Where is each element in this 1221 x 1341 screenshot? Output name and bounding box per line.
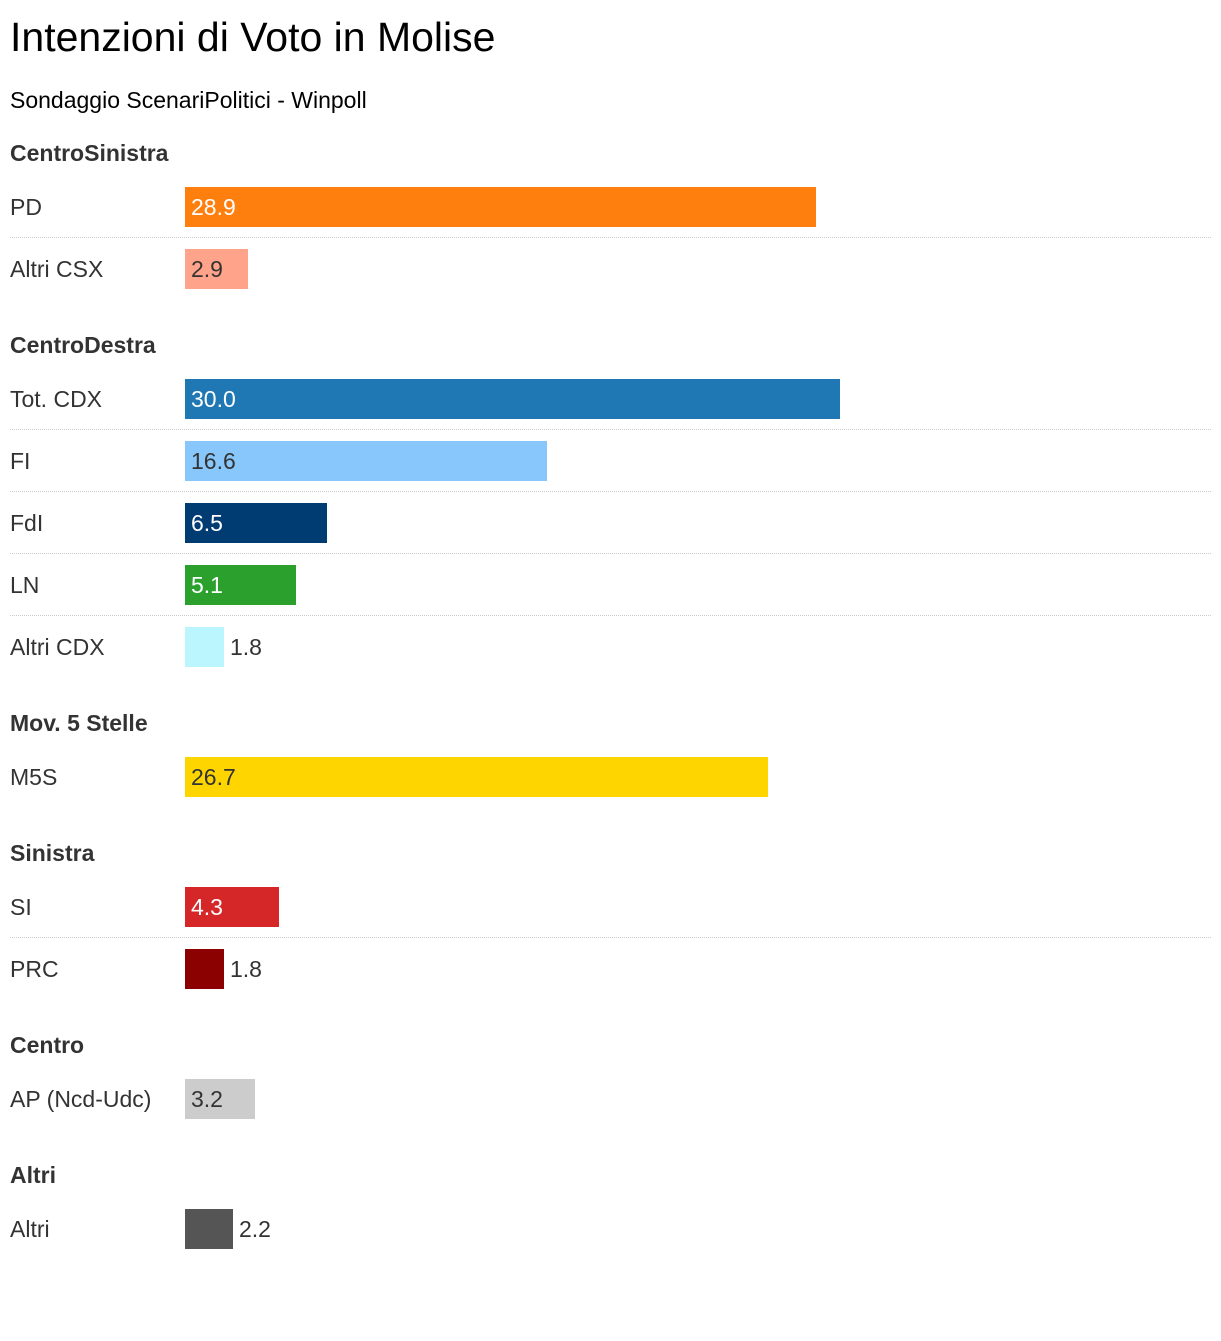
row-label: Altri xyxy=(10,1216,50,1242)
group-label: CentroSinistra xyxy=(10,140,169,166)
value-label: 26.7 xyxy=(191,764,236,790)
row-separator xyxy=(10,237,1211,238)
value-label: 2.2 xyxy=(239,1216,271,1242)
bar xyxy=(185,503,327,543)
row-label: LN xyxy=(10,572,40,598)
bar xyxy=(185,887,279,927)
row-label: PD xyxy=(10,194,42,220)
value-label: 28.9 xyxy=(191,194,236,220)
group-label: Altri xyxy=(10,1162,56,1188)
bar xyxy=(185,379,840,419)
value-label: 1.8 xyxy=(230,634,262,660)
row-separator xyxy=(10,553,1211,554)
bar xyxy=(185,949,224,989)
value-label: 6.5 xyxy=(191,510,223,536)
bar xyxy=(185,627,224,667)
chart-title: Intenzioni di Voto in Molise xyxy=(10,14,496,60)
bar xyxy=(185,757,768,797)
group-label: CentroDestra xyxy=(10,332,156,358)
value-label: 3.2 xyxy=(191,1086,223,1112)
value-label: 4.3 xyxy=(191,894,223,920)
bar xyxy=(185,249,248,289)
row-label: Altri CDX xyxy=(10,634,105,660)
group-label: Centro xyxy=(10,1032,85,1058)
bar xyxy=(185,1209,233,1249)
row-label: Tot. CDX xyxy=(10,386,103,412)
row-label: FdI xyxy=(10,510,44,536)
bar xyxy=(185,565,296,605)
value-label: 5.1 xyxy=(191,572,223,598)
row-separator xyxy=(10,429,1211,430)
group-label: Mov. 5 Stelle xyxy=(10,710,148,736)
row-label: AP (Ncd-Udc) xyxy=(10,1086,152,1112)
bar xyxy=(185,1079,255,1119)
row-label: SI xyxy=(10,894,32,920)
row-separator xyxy=(10,615,1211,616)
group-label: Sinistra xyxy=(10,840,95,866)
chart-subtitle: Sondaggio ScenariPolitici - Winpoll xyxy=(10,87,367,113)
row-label: Altri CSX xyxy=(10,256,104,282)
value-label: 2.9 xyxy=(191,256,223,282)
row-separator xyxy=(10,491,1211,492)
row-label: FI xyxy=(10,448,31,474)
value-label: 1.8 xyxy=(230,956,262,982)
value-label: 16.6 xyxy=(191,448,236,474)
bar xyxy=(185,441,547,481)
row-separator xyxy=(10,937,1211,938)
value-label: 30.0 xyxy=(191,386,236,412)
bar xyxy=(185,187,816,227)
row-label: M5S xyxy=(10,764,58,790)
row-label: PRC xyxy=(10,956,59,982)
